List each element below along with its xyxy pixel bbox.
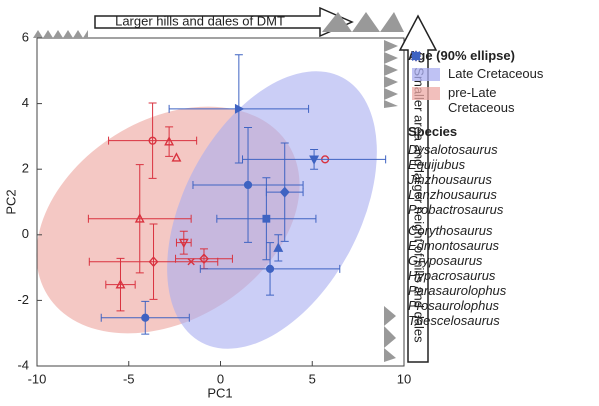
point <box>309 155 320 165</box>
right-arrow <box>398 14 438 363</box>
x-tick-label: 10 <box>397 371 411 386</box>
point <box>178 238 189 249</box>
x-tick-label: -5 <box>123 371 135 386</box>
point <box>134 213 145 223</box>
species-label: Equijubus <box>408 157 466 172</box>
point <box>265 264 275 274</box>
species-legend: Dysalotosaurus Equijubus Jinzhousaurus Lanz… <box>408 50 598 328</box>
large-hills-icon <box>322 12 404 32</box>
species-label: Dysalotosaurus <box>408 142 498 157</box>
point <box>262 214 271 223</box>
y-tick-label: -2 <box>17 292 29 307</box>
x-tick-label: 5 <box>309 371 316 386</box>
x-tick-label: -10 <box>28 371 47 386</box>
tall-hills-icon <box>384 40 398 108</box>
species-legend-entry: Hypacrosaurus <box>408 52 598 283</box>
y-error-bar <box>135 164 144 274</box>
age-legend: Late Cretaceous pre-Late Cretaceous <box>408 66 598 118</box>
species-legend-entry: Gryposaurus <box>408 50 598 268</box>
point <box>273 242 284 252</box>
species-label: Thescelosaurus <box>408 313 500 328</box>
point <box>243 180 253 190</box>
point <box>141 313 150 322</box>
age-swatch <box>412 87 440 100</box>
age-legend-entry: Late Cretaceous <box>408 66 598 85</box>
species-legend-entry: Corythosaurus <box>408 51 598 238</box>
y-error-bar <box>179 230 188 255</box>
species-legend-entry: Dysalotosaurus <box>408 51 598 157</box>
age-legend-entry: pre-Late Cretaceous <box>408 85 598 118</box>
species-legend-entry: Probactrosaurus <box>408 50 598 217</box>
species-legend-entry: Equijubus <box>408 50 598 172</box>
y-error-bar <box>148 102 157 179</box>
y-axis-label: PC2 <box>3 189 18 214</box>
point <box>164 136 175 146</box>
age-label: Late Cretaceous <box>448 66 544 81</box>
point <box>171 152 182 162</box>
species-label: Hypacrosaurus <box>408 268 496 283</box>
species-label: Corythosaurus <box>408 223 493 238</box>
right-arrow-label: Smaller area and larger height of hills … <box>412 67 427 343</box>
species-legend-entry: Jinzhousaurus <box>408 52 598 187</box>
age-legend-title: Age (90% ellipse) <box>408 48 515 63</box>
y-tick-label: 6 <box>22 29 29 44</box>
species-label: Gryposaurus <box>408 253 483 268</box>
species-legend-entry: Thescelosaurus <box>408 51 598 328</box>
point <box>199 253 209 265</box>
species-legend-title: Species <box>408 124 458 139</box>
species-label: Jinzhousaurus <box>408 172 492 187</box>
species-legend-entry: Parasaurolophus <box>408 50 598 298</box>
species-label: Probactrosaurus <box>408 202 504 217</box>
ellipses <box>36 71 377 349</box>
point <box>148 256 159 268</box>
point <box>234 103 245 114</box>
legend-marker <box>410 51 420 61</box>
y-error-bar <box>165 126 174 157</box>
species-label: Parasaurolophus <box>408 283 507 298</box>
y-tick-label: -4 <box>17 357 29 372</box>
y-error-bar <box>149 223 158 300</box>
point <box>279 186 290 198</box>
x-tick-label: 0 <box>217 371 224 386</box>
species-legend-entry: Prosaurolophus <box>408 51 598 313</box>
short-hills-icon <box>384 306 396 362</box>
legend-marker-shape <box>410 51 420 61</box>
species-label: Lanzhousaurus <box>408 187 497 202</box>
species-label: Prosaurolophus <box>408 298 500 313</box>
small-hills-icon <box>33 30 88 38</box>
species-legend-entry: Edmontosaurus <box>408 52 598 253</box>
species-label: Edmontosaurus <box>408 238 500 253</box>
x-axis-label: PC1 <box>207 385 232 400</box>
y-tick-label: 0 <box>22 226 29 241</box>
species-legend-entry: Lanzhousaurus <box>408 52 598 202</box>
legend: Age (90% ellipse) Late Cretaceous pre-Lat… <box>408 48 598 328</box>
y-tick-label: 4 <box>22 95 29 110</box>
age-label: pre-Late Cretaceous <box>448 85 515 115</box>
y-tick-label: 2 <box>22 161 29 176</box>
age-swatch <box>412 68 440 81</box>
point <box>115 279 126 289</box>
y-error-bar <box>116 257 125 312</box>
point <box>148 136 157 145</box>
late-ellipse <box>167 71 377 349</box>
top-arrow-label: Larger hills and dales of DMT <box>115 13 285 28</box>
